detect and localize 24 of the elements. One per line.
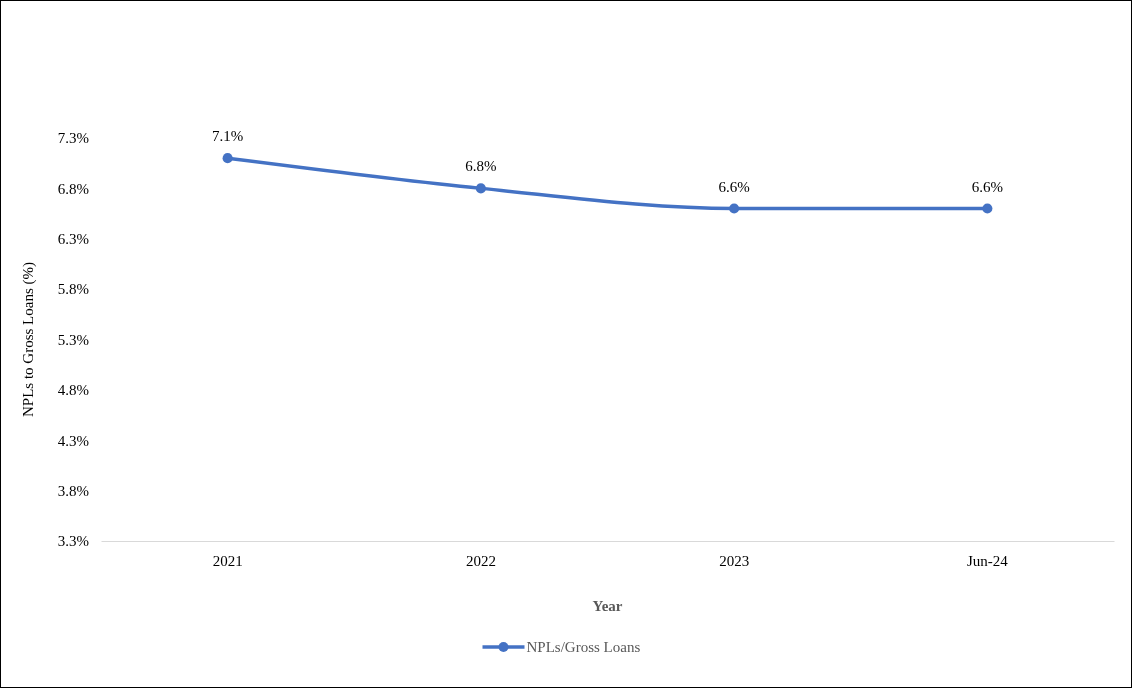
- legend-label: NPLs/Gross Loans: [526, 639, 641, 655]
- y-tick-label: 5.3%: [57, 331, 89, 348]
- x-tick-label: 2023: [719, 552, 750, 569]
- y-axis-title: NPLs to Gross Loans (%): [20, 262, 37, 417]
- data-label: 6.8%: [465, 158, 497, 175]
- y-tick-label: 4.8%: [57, 382, 89, 399]
- point: [982, 203, 993, 214]
- data-label: 6.6%: [718, 178, 750, 195]
- point: [222, 153, 233, 164]
- point: [475, 183, 486, 194]
- x-tick-label: 2021: [212, 552, 243, 569]
- y-tick-label: 3.8%: [57, 482, 89, 499]
- y-tick-label: 6.8%: [57, 180, 89, 197]
- y-tick-label: 5.8%: [57, 281, 89, 298]
- y-tick-label: 4.3%: [57, 432, 89, 449]
- y-tick-label: 7.3%: [57, 130, 89, 147]
- y-tick-label: 6.3%: [57, 231, 89, 248]
- point: [729, 203, 740, 214]
- y-tick-label: 3.3%: [57, 533, 89, 550]
- x-axis-title: Year: [592, 598, 623, 614]
- data-label: 6.6%: [971, 178, 1003, 195]
- x-tick-label: Jun-24: [966, 552, 1009, 569]
- data-label: 7.1%: [212, 128, 244, 145]
- x-tick-label: 2022: [465, 552, 496, 569]
